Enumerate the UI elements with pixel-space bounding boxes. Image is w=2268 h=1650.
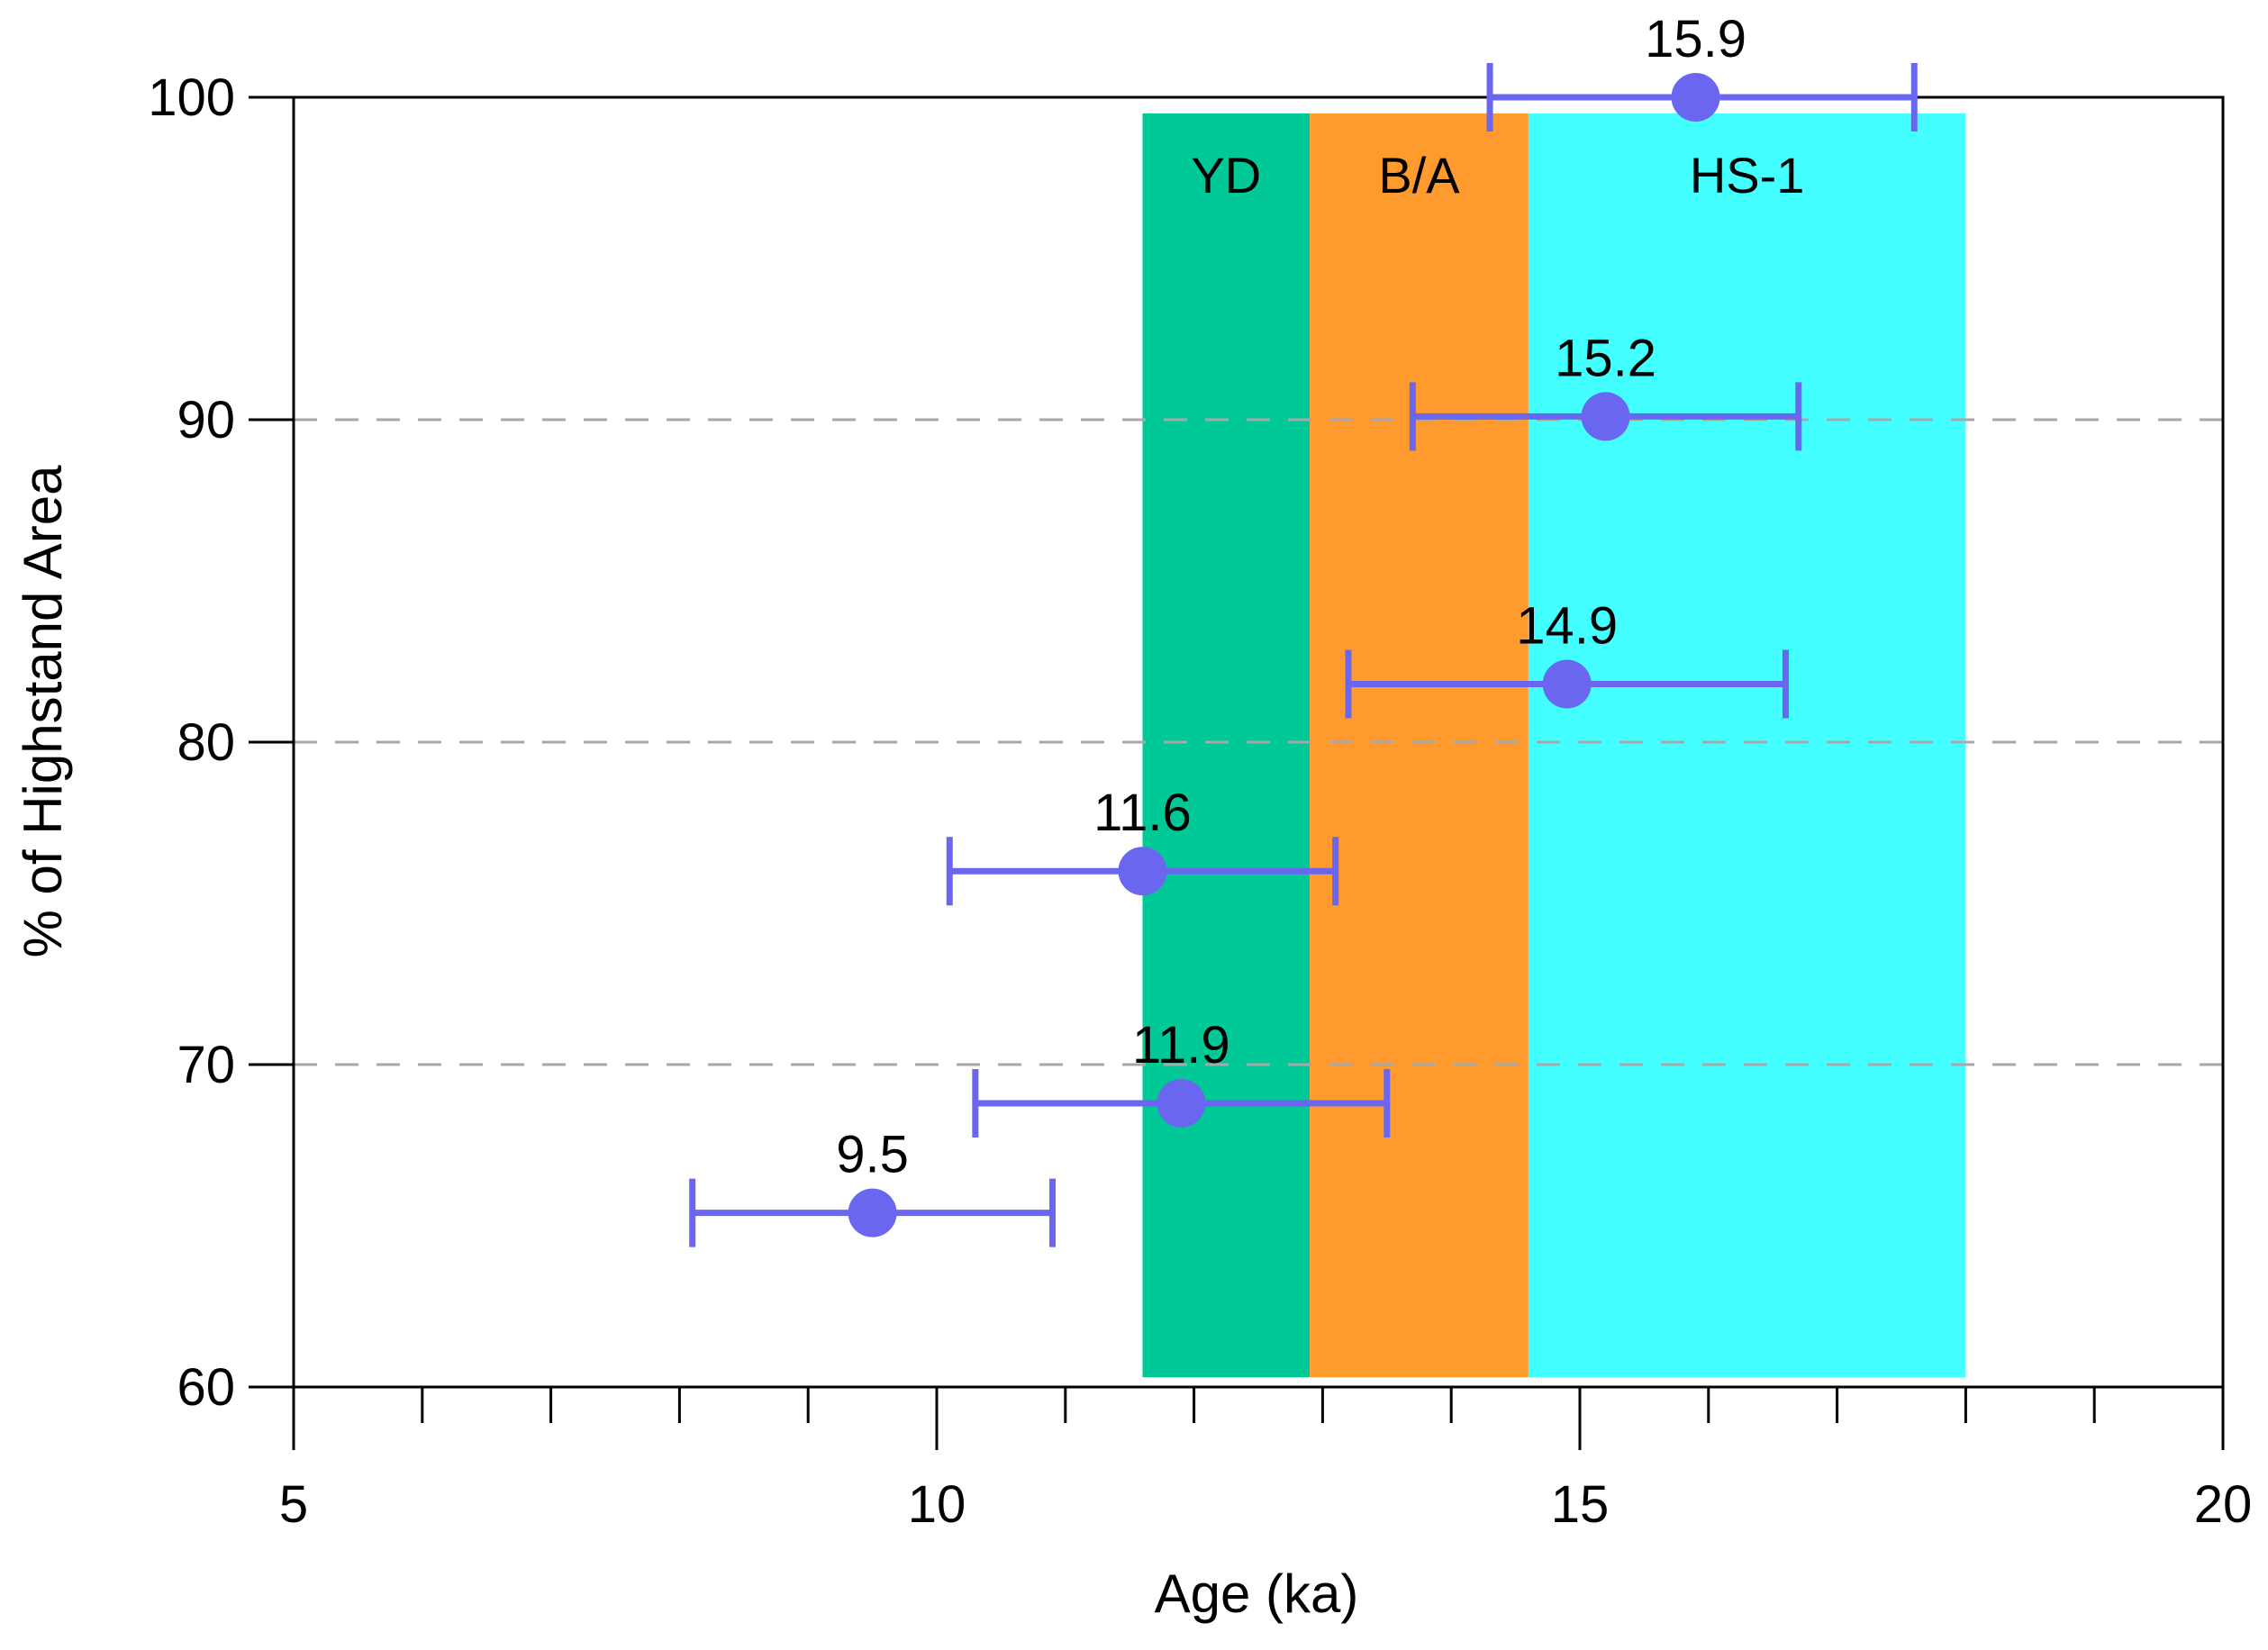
- y-tick-label: 100: [148, 68, 235, 127]
- band-label-0: YD: [1191, 147, 1261, 204]
- y-axis-ticks: 60 70 80 90 100: [148, 68, 294, 1417]
- data-point-4: [1157, 1078, 1206, 1128]
- band-yd: [1142, 113, 1311, 1378]
- data-label-0: 15.9: [1645, 10, 1746, 68]
- x-tick-label: 5: [279, 1475, 308, 1534]
- x-axis-ticks: 5 10 15 20: [279, 1387, 2252, 1534]
- x-tick-label: 10: [908, 1475, 966, 1534]
- band-label-2: HS-1: [1690, 147, 1805, 204]
- y-tick-label: 80: [177, 713, 235, 772]
- y-tick-label: 90: [177, 391, 235, 449]
- data-point-1: [1581, 392, 1630, 441]
- data-point-2: [1542, 659, 1592, 709]
- data-point-5: [848, 1188, 897, 1238]
- data-label-5: 9.5: [836, 1126, 909, 1184]
- gridlines: [294, 418, 2223, 1066]
- data-series: 15.9 15.2 14.9 11.6 11.9 9.5: [689, 10, 1918, 1247]
- y-tick-label: 60: [177, 1358, 235, 1417]
- x-tick-label: 15: [1551, 1475, 1610, 1534]
- data-label-3: 11.6: [1093, 784, 1192, 842]
- band-b-a: [1310, 113, 1529, 1378]
- data-point-0: [1671, 73, 1720, 122]
- data-point-3: [1118, 847, 1167, 896]
- x-tick-label: 20: [2194, 1475, 2253, 1534]
- y-axis-title: % of Highstand Area: [13, 465, 73, 958]
- data-label-1: 15.2: [1555, 329, 1656, 387]
- band-label-1: B/A: [1378, 147, 1460, 204]
- data-label-2: 14.9: [1516, 597, 1618, 656]
- data-label-4: 11.9: [1132, 1016, 1230, 1074]
- y-tick-label: 70: [177, 1036, 235, 1094]
- period-bands: YD B/A HS-1: [1142, 113, 1966, 1378]
- x-axis-title: Age (ka): [1155, 1564, 1359, 1624]
- band-hs-1: [1528, 113, 1966, 1378]
